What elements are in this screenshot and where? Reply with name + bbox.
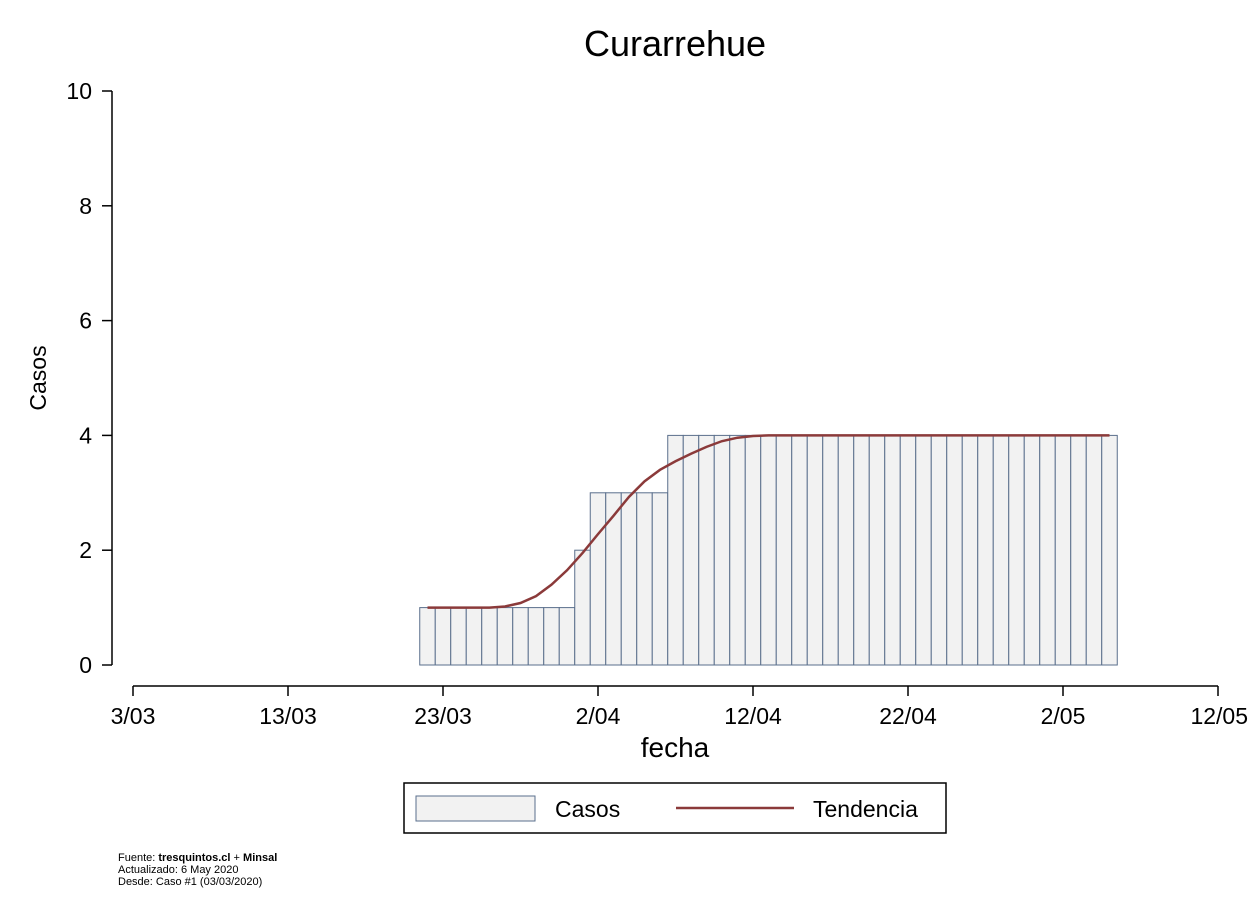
x-tick-label: 13/03 — [259, 703, 317, 729]
bar — [651, 492, 669, 666]
bar — [868, 434, 886, 666]
source-site: tresquintos.cl — [158, 852, 231, 864]
y-axis-title: Casos — [25, 345, 51, 410]
y-tick-label: 2 — [79, 537, 92, 563]
bar — [636, 492, 653, 666]
bar — [574, 549, 591, 666]
trend-line — [427, 434, 1110, 609]
bar — [667, 434, 684, 666]
bar — [884, 434, 901, 666]
y-tick-label: 4 — [79, 422, 92, 448]
x-axis: 3/03 13/03 23/03 2/04 12/04 22/04 2/05 12/05 — [111, 685, 1248, 729]
x-axis-title: fecha — [641, 732, 710, 763]
legend-label-casos: Casos — [555, 796, 620, 822]
y-tick-label: 0 — [79, 652, 92, 678]
bar — [605, 492, 622, 666]
source-minsal: Minsal — [243, 852, 278, 864]
bar — [450, 607, 467, 666]
bar — [853, 434, 870, 666]
bar — [558, 607, 576, 666]
bar — [1008, 434, 1025, 666]
updated-line: Actualizado: 6 May 2020 — [118, 864, 239, 876]
bar — [961, 434, 979, 666]
bar — [1101, 434, 1118, 666]
bar — [1070, 434, 1087, 666]
x-tick-label: 23/03 — [414, 703, 472, 729]
bar — [744, 434, 762, 666]
bar — [698, 434, 715, 666]
x-tick-label: 22/04 — [879, 703, 937, 729]
legend: Casos Tendencia — [403, 782, 947, 834]
legend-swatch-casos — [415, 795, 536, 822]
y-tick-label: 10 — [66, 78, 92, 104]
bar — [496, 607, 514, 666]
bar — [806, 434, 824, 666]
x-tick-label: 12/05 — [1190, 703, 1248, 729]
bar — [791, 434, 808, 666]
bar — [930, 434, 948, 666]
chart-title: Curarrehue — [584, 23, 766, 64]
bar — [977, 434, 994, 666]
bar — [419, 607, 436, 666]
y-tick-label: 8 — [79, 193, 92, 219]
x-tick-label: 12/04 — [724, 703, 782, 729]
y-tick-label: 6 — [79, 308, 92, 334]
bar — [620, 492, 638, 666]
y-axis: 0 2 4 6 8 10 — [66, 78, 113, 678]
bar — [899, 434, 917, 666]
bar — [760, 434, 777, 666]
bar — [775, 434, 793, 666]
bar — [729, 434, 746, 666]
bar — [434, 607, 452, 666]
x-tick-label: 3/03 — [111, 703, 156, 729]
source-note: Fuente: tresquintos.cl + Minsal Actualiz… — [118, 852, 277, 888]
bar — [1039, 434, 1056, 666]
bar — [946, 434, 963, 666]
source-line: Fuente: tresquintos.cl + Minsal — [118, 852, 277, 864]
bar — [915, 434, 932, 666]
bar — [822, 434, 839, 666]
bar — [543, 607, 560, 666]
x-tick-label: 2/04 — [576, 703, 621, 729]
bar — [527, 607, 545, 666]
legend-label-tendencia: Tendencia — [813, 796, 918, 822]
bar — [589, 492, 607, 666]
bar — [1054, 434, 1072, 666]
x-tick-label: 2/05 — [1041, 703, 1086, 729]
bar — [481, 607, 498, 666]
bar — [713, 434, 731, 666]
bar — [682, 434, 700, 666]
source-prefix: Fuente: — [118, 852, 159, 864]
source-plus: + — [230, 852, 244, 864]
bar — [512, 607, 529, 666]
bar — [837, 434, 855, 666]
bar — [465, 607, 483, 666]
bar — [992, 434, 1010, 666]
bar — [1023, 434, 1041, 666]
since-line: Desde: Caso #1 (03/03/2020) — [118, 876, 263, 888]
bar — [1085, 434, 1103, 666]
bars-group — [419, 434, 1118, 666]
